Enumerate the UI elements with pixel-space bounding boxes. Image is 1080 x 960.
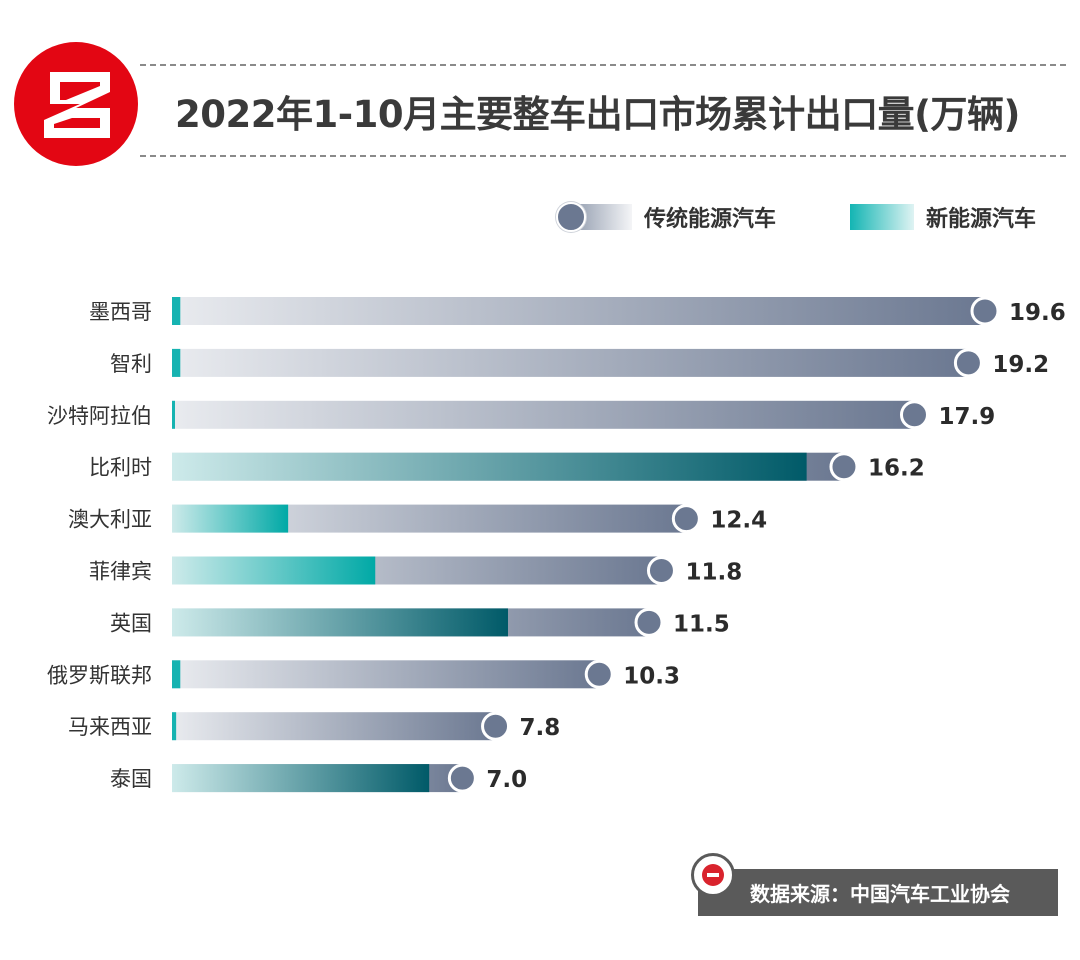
bar-end-dot <box>899 400 929 430</box>
bar-end-dot <box>584 659 614 689</box>
bar-end-dot <box>953 348 983 378</box>
bar-traditional <box>172 712 496 741</box>
bar-nev <box>172 660 181 689</box>
category-label: 俄罗斯联邦 <box>47 663 152 687</box>
bar-nev <box>172 452 807 481</box>
category-label: 比利时 <box>89 456 152 480</box>
legend-swatch-nev <box>850 202 914 232</box>
legend-label-traditional: 传统能源汽车 <box>644 207 777 232</box>
source-box: 数据来源：中国汽车工业协会 <box>698 869 1058 916</box>
legend-label-nev: 新能源汽车 <box>926 207 1037 232</box>
bar-end-dot <box>447 763 477 793</box>
value-label: 11.5 <box>673 611 730 637</box>
category-label: 马来西亚 <box>68 715 152 739</box>
value-label: 19.6 <box>1009 300 1066 326</box>
value-label: 11.8 <box>685 560 742 586</box>
bar-end-dot <box>481 711 511 741</box>
title-bottom-rule <box>140 155 1066 157</box>
bar-end-dot <box>671 504 701 534</box>
bar-traditional <box>172 660 600 689</box>
bar-nev <box>172 764 430 793</box>
legend-item-nev: 新能源汽车 <box>850 199 1036 235</box>
bar-traditional <box>172 348 969 377</box>
category-label: 智利 <box>110 352 152 376</box>
title-top-rule <box>140 64 1066 66</box>
bar-nev <box>172 400 175 429</box>
bar-traditional <box>172 297 985 325</box>
value-label: 7.0 <box>486 767 527 793</box>
value-label: 17.9 <box>938 404 995 430</box>
value-label: 7.8 <box>520 715 561 741</box>
legend-swatch-traditional <box>556 202 632 232</box>
bar-nev <box>172 297 181 325</box>
source-badge-icon <box>691 853 735 897</box>
chart-title: 2022年1-10月主要整车出口市场累计出口量(万辆) <box>175 93 1020 136</box>
category-label: 英国 <box>110 611 152 635</box>
bar-nev <box>172 556 376 585</box>
bar-nev <box>172 504 289 533</box>
category-label: 菲律宾 <box>89 560 152 584</box>
bar-traditional <box>172 400 915 429</box>
category-label: 墨西哥 <box>89 300 152 324</box>
bar-nev <box>172 348 181 377</box>
category-label: 澳大利亚 <box>68 508 152 532</box>
bar-end-dot <box>646 556 676 585</box>
bar-end-dot <box>970 296 1000 326</box>
category-label: 泰国 <box>110 767 152 791</box>
category-label: 沙特阿拉伯 <box>47 404 152 428</box>
bar-end-dot <box>829 452 859 482</box>
value-label: 10.3 <box>623 663 680 689</box>
value-label: 12.4 <box>710 508 767 534</box>
legend-item-traditional: 传统能源汽车 <box>556 199 776 235</box>
bar-nev <box>172 608 508 637</box>
brand-logo-icon <box>14 42 138 166</box>
source-text: 数据来源：中国汽车工业协会 <box>750 882 1010 906</box>
bar-end-dot <box>634 607 664 637</box>
value-label: 19.2 <box>992 352 1049 378</box>
bar-nev <box>172 712 177 741</box>
value-label: 16.2 <box>868 456 925 482</box>
